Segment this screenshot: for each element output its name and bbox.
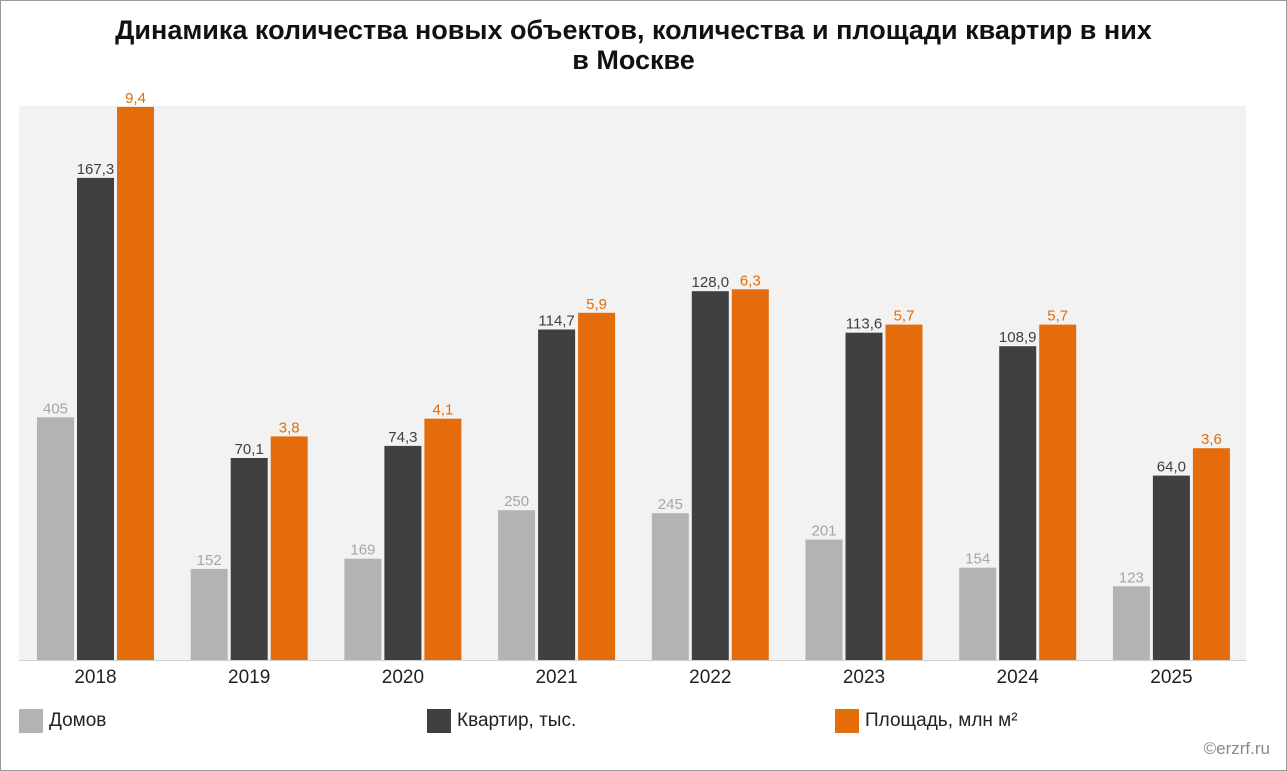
data-label-houses-2025: 123 bbox=[1119, 569, 1144, 586]
data-label-area-2022: 6,3 bbox=[740, 272, 761, 289]
bar-houses-2020 bbox=[344, 558, 382, 660]
data-label-apartments-2021: 114,7 bbox=[538, 313, 574, 330]
x-tick-label-2019: 2019 bbox=[228, 667, 270, 688]
data-label-area-2023: 5,7 bbox=[894, 308, 915, 325]
data-label-area-2024: 5,7 bbox=[1047, 308, 1068, 325]
data-label-area-2020: 4,1 bbox=[432, 402, 453, 419]
data-label-houses-2023: 201 bbox=[811, 523, 836, 540]
bar-houses-2023 bbox=[805, 539, 843, 660]
bar-apartments-2023 bbox=[845, 332, 883, 660]
x-tick-label-2020: 2020 bbox=[382, 667, 424, 688]
legend-label-apartments: Квартир, тыс. bbox=[457, 710, 577, 731]
legend-swatch-area bbox=[835, 709, 859, 733]
data-label-houses-2018: 405 bbox=[43, 400, 68, 417]
data-label-apartments-2022: 128,0 bbox=[692, 274, 730, 291]
data-label-area-2021: 5,9 bbox=[586, 296, 607, 313]
bar-area-2019 bbox=[270, 436, 308, 660]
legend-label-area: Площадь, млн м² bbox=[865, 710, 1018, 731]
data-label-apartments-2024: 108,9 bbox=[999, 329, 1037, 346]
x-tick-label-2021: 2021 bbox=[535, 667, 577, 688]
data-label-houses-2022: 245 bbox=[658, 496, 683, 513]
bar-apartments-2022 bbox=[691, 291, 729, 660]
data-label-apartments-2023: 113,6 bbox=[846, 316, 882, 333]
data-label-houses-2019: 152 bbox=[197, 552, 222, 569]
bar-area-2022 bbox=[731, 289, 769, 660]
bar-area-2018 bbox=[117, 106, 154, 660]
bar-apartments-2019 bbox=[230, 458, 268, 660]
legend-item-area: Площадь, млн м² bbox=[835, 708, 1018, 734]
bar-houses-2019 bbox=[190, 568, 228, 660]
x-tick-label-2024: 2024 bbox=[997, 667, 1040, 688]
bar-houses-2018 bbox=[37, 417, 74, 660]
legend-item-apartments: Квартир, тыс. bbox=[427, 708, 576, 734]
bar-houses-2022 bbox=[651, 513, 689, 660]
chart-title: Динамика количества новых объектов, коли… bbox=[1, 15, 1266, 75]
chart-title-line-1: Динамика количества новых объектов, коли… bbox=[115, 15, 1152, 45]
x-tick-label-2023: 2023 bbox=[843, 667, 885, 688]
bar-houses-2021 bbox=[498, 510, 536, 660]
x-tick-label-2022: 2022 bbox=[689, 667, 731, 688]
x-tick-label-2018: 2018 bbox=[74, 667, 116, 688]
chart-title-line-2: в Москве bbox=[572, 45, 695, 75]
bar-apartments-2025 bbox=[1152, 475, 1190, 660]
data-label-houses-2021: 250 bbox=[504, 493, 529, 510]
data-label-houses-2020: 169 bbox=[350, 542, 375, 559]
data-label-apartments-2019: 70,1 bbox=[235, 441, 264, 458]
legend-label-houses: Домов bbox=[49, 710, 107, 731]
legend-item-houses: Домов bbox=[19, 708, 106, 734]
bar-area-2025 bbox=[1192, 448, 1230, 660]
bar-apartments-2018 bbox=[77, 177, 114, 660]
bar-houses-2025 bbox=[1112, 586, 1150, 660]
bar-area-2021 bbox=[578, 312, 616, 660]
data-label-area-2019: 3,8 bbox=[279, 419, 300, 436]
legend-swatch-apartments bbox=[427, 709, 451, 733]
bar-apartments-2020 bbox=[384, 445, 422, 660]
data-label-houses-2024: 154 bbox=[965, 551, 990, 568]
bar-area-2020 bbox=[424, 418, 462, 660]
bar-apartments-2021 bbox=[538, 329, 576, 660]
data-label-apartments-2020: 74,3 bbox=[388, 429, 417, 446]
x-tick-label-2025: 2025 bbox=[1150, 667, 1192, 688]
data-label-area-2018: 9,4 bbox=[125, 90, 146, 107]
data-label-area-2025: 3,6 bbox=[1201, 431, 1222, 448]
data-label-apartments-2018: 167,3 bbox=[77, 161, 115, 178]
bar-houses-2024 bbox=[959, 567, 997, 660]
data-label-apartments-2025: 64,0 bbox=[1157, 459, 1186, 476]
copyright-text: ©erzrf.ru bbox=[1203, 739, 1270, 758]
legend-swatch-houses bbox=[19, 709, 43, 733]
bar-apartments-2024 bbox=[999, 346, 1037, 660]
bar-area-2024 bbox=[1039, 324, 1077, 660]
bar-area-2023 bbox=[885, 324, 923, 660]
